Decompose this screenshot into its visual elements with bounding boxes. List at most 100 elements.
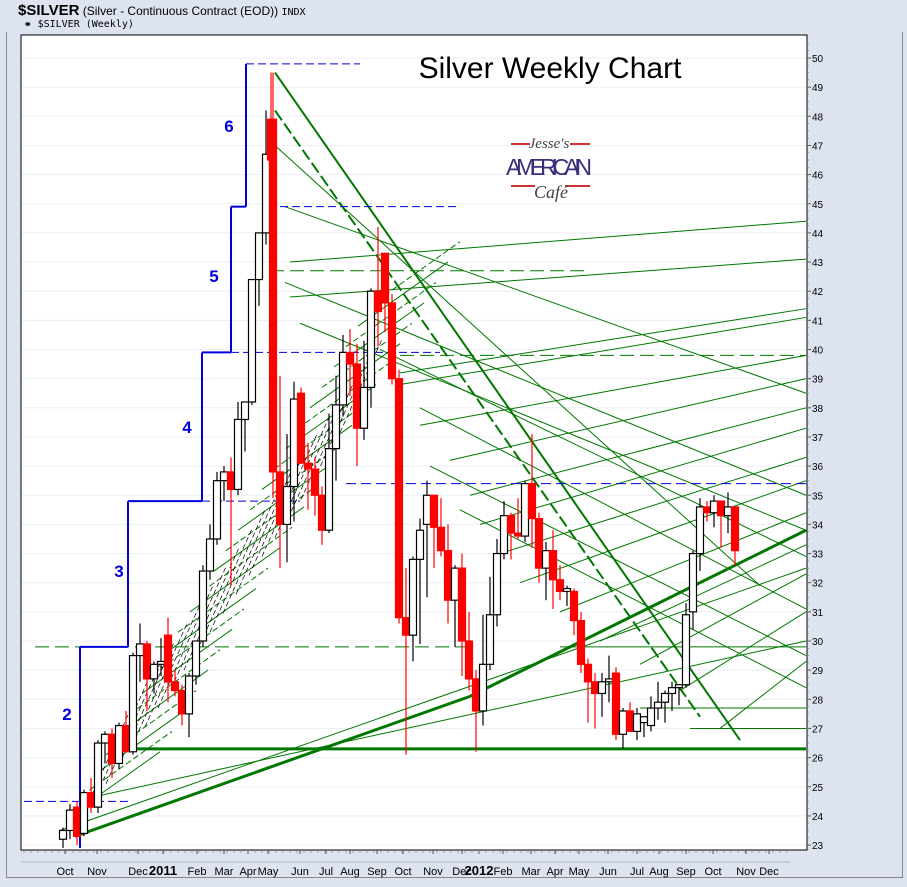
logo-line2: AMERICAIN — [506, 154, 592, 180]
fan-line — [679, 611, 807, 691]
candle — [464, 611, 474, 691]
y-tick-label: 33 — [812, 550, 824, 561]
candle-body — [296, 392, 306, 464]
candle-body — [443, 550, 453, 601]
candle — [534, 512, 544, 583]
wave-annotations: 2 3 4 5 6 — [62, 117, 233, 724]
wave-label: 3 — [114, 562, 123, 581]
candle — [212, 471, 222, 545]
x-tick-label: Oct — [394, 866, 411, 878]
candle — [163, 617, 173, 703]
candle — [198, 565, 208, 647]
y-tick-label: 23 — [812, 841, 824, 852]
candle-body — [86, 791, 96, 808]
candle-body — [226, 471, 236, 491]
candle — [436, 498, 446, 557]
candle-body — [415, 529, 425, 560]
x-tick-label: Oct — [56, 866, 73, 878]
candle — [478, 614, 488, 726]
candle-body — [562, 587, 572, 593]
candle-body — [450, 567, 460, 601]
candle — [597, 673, 607, 717]
candle-body — [93, 742, 103, 808]
candle — [247, 278, 257, 405]
x-tick-label: May — [569, 866, 590, 878]
candle-body — [289, 398, 299, 488]
fan-line — [559, 512, 807, 613]
candle-body — [212, 480, 222, 540]
candle — [380, 252, 390, 333]
x-tick-label: Aug — [340, 866, 360, 878]
candle-body — [247, 278, 257, 403]
candle-body — [205, 538, 215, 572]
fan-line — [93, 710, 185, 776]
candle-body — [520, 482, 530, 537]
candle — [240, 401, 250, 452]
candle — [170, 670, 180, 697]
candle — [114, 722, 124, 770]
candle-body — [464, 640, 474, 680]
candle-body — [394, 378, 404, 619]
candle — [184, 673, 194, 738]
y-tick-label: 41 — [812, 316, 824, 327]
candle-body — [128, 654, 138, 753]
y-tick-label: 43 — [812, 258, 824, 269]
candle-body — [422, 494, 432, 525]
candle-body — [317, 494, 327, 531]
y-tick-label: 44 — [812, 229, 824, 240]
candle — [282, 434, 292, 563]
candle — [324, 413, 334, 534]
chart-header: $SILVER (Silver - Continuous Contract (E… — [18, 2, 306, 19]
candle-body — [597, 681, 607, 695]
candle-body — [219, 471, 229, 482]
candle-body — [730, 506, 740, 552]
candle-body — [667, 687, 677, 695]
candle-body — [709, 500, 719, 514]
y-tick-label: 35 — [812, 491, 824, 502]
fan-line — [225, 486, 317, 552]
candle-body — [653, 701, 663, 709]
candle-body — [282, 485, 292, 526]
candle — [520, 480, 530, 542]
x-tick-label: Oct — [704, 866, 721, 878]
candle-body — [338, 351, 348, 406]
candle — [583, 658, 593, 723]
fan-line — [419, 407, 807, 610]
y-tick-label: 28 — [812, 695, 824, 706]
x-tick-label: Apr — [546, 866, 563, 878]
candle — [128, 652, 138, 755]
x-tick-label: Nov — [736, 866, 756, 878]
fan-line-black — [131, 623, 188, 747]
fan-line — [719, 661, 807, 729]
exchange-label: INDX — [281, 7, 306, 18]
fan-line — [499, 456, 807, 555]
candle — [296, 387, 306, 464]
candle-body — [457, 567, 467, 642]
y-tick-label: 26 — [812, 754, 824, 765]
candle — [142, 641, 152, 711]
candle-body — [611, 672, 621, 735]
candle — [569, 588, 579, 636]
candle-body — [79, 791, 89, 834]
candle-body — [135, 643, 145, 657]
y-tick-label: 42 — [812, 287, 824, 298]
fan-line-black — [144, 604, 201, 728]
chart-title: Silver Weekly Chart — [419, 52, 683, 85]
x-tick-label: Mar — [522, 866, 541, 878]
y-tick-label: 24 — [812, 812, 824, 823]
candle — [646, 696, 656, 732]
fan-line — [141, 628, 233, 694]
candle — [674, 684, 684, 706]
candle — [457, 553, 467, 676]
candle — [653, 681, 663, 720]
candle-body — [590, 681, 600, 695]
candle — [499, 501, 509, 560]
candle-body — [492, 552, 502, 616]
candle-body — [142, 643, 152, 680]
x-axis: Oct Nov Dec 2011 Feb Mar Apr May Jun Jul Aug Sep Oct… — [21, 850, 790, 878]
candle — [611, 667, 621, 741]
fan-line — [177, 567, 269, 633]
x-tick-label: Dec — [452, 866, 472, 878]
y-tick-label: 31 — [812, 608, 824, 619]
